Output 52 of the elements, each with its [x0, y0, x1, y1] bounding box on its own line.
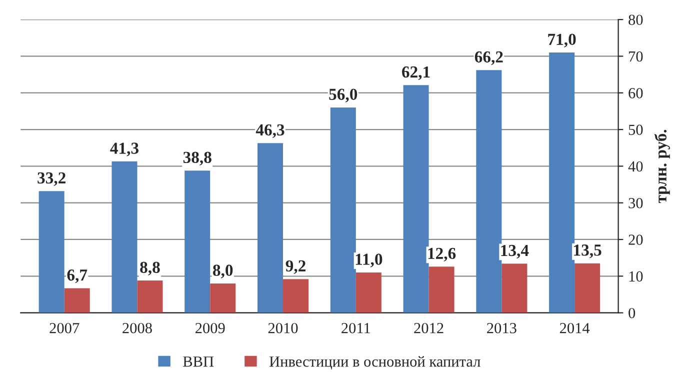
data-label: 33,2: [38, 172, 66, 186]
bar: [184, 170, 210, 313]
y2-axis-title: трлн. руб.: [654, 130, 670, 204]
y-tick-label: 50: [628, 124, 643, 135]
x-tick-label: 2008: [122, 322, 152, 334]
data-label: 66,2: [474, 51, 503, 65]
x-tick-label: 2014: [560, 322, 590, 334]
bar: [210, 283, 236, 313]
y-tick-label: 40: [628, 161, 643, 172]
data-label: 13,5: [574, 244, 602, 258]
bar: [330, 108, 356, 313]
y-tick-label: 0: [628, 308, 636, 318]
bar: [283, 279, 309, 313]
y-tick-label: 30: [628, 198, 643, 208]
data-label: 6,7: [67, 269, 88, 284]
legend-label: Инвестиции в основной капитал: [269, 356, 480, 370]
data-label: 8,8: [140, 262, 160, 276]
y-tick-label: 80: [628, 14, 643, 25]
data-label: 38,8: [183, 152, 212, 166]
bar: [112, 161, 138, 313]
bar: [574, 263, 600, 313]
data-label: 41,3: [110, 142, 138, 156]
x-tick-label: 2009: [196, 322, 225, 334]
x-tick-label: 2012: [414, 322, 444, 334]
bar: [64, 288, 90, 313]
data-label: 13,4: [501, 244, 529, 259]
y-tick-label: 10: [629, 271, 643, 282]
data-label: 9,2: [286, 260, 306, 274]
x-tick-label: 2013: [487, 322, 516, 334]
data-label: 12,6: [428, 248, 456, 262]
bar: [428, 266, 454, 313]
data-label: 11,0: [356, 254, 382, 268]
bar: [38, 191, 64, 313]
data-label: 71,0: [548, 34, 576, 48]
data-label: 56,0: [329, 88, 358, 102]
data-label: 8,0: [213, 264, 233, 278]
x-tick-label: 2007: [50, 322, 80, 334]
bar: [356, 272, 382, 313]
bar: [403, 85, 429, 313]
x-tick-label: 2011: [342, 322, 370, 334]
y-tick-label: 20: [628, 234, 643, 245]
data-label: 46,3: [256, 124, 284, 138]
bar: [476, 70, 502, 313]
y-tick-label: 60: [628, 88, 643, 98]
bar: [502, 264, 528, 313]
legend-label: ВВП: [183, 356, 214, 367]
bar: [549, 52, 575, 313]
y-tick-label: 70: [629, 51, 643, 62]
data-label: 62,1: [402, 66, 430, 80]
bar: [258, 143, 284, 313]
bar: [137, 280, 163, 313]
x-tick-label: 2010: [268, 322, 298, 334]
